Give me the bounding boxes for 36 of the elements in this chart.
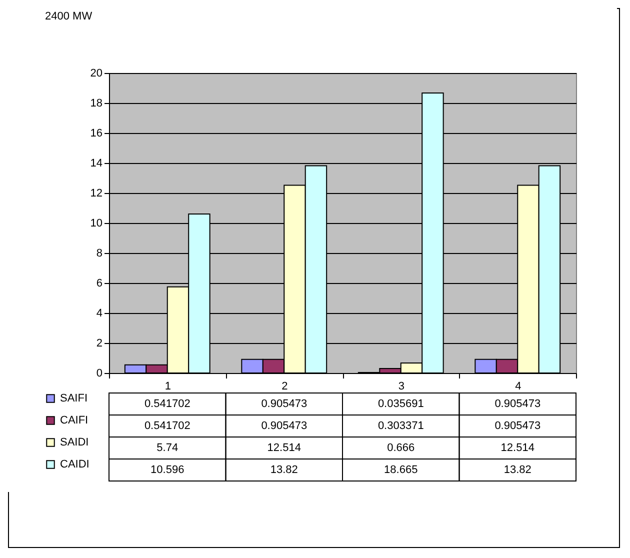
data-label: 10.596 [150, 464, 184, 476]
data-label: 0.905473 [494, 420, 541, 432]
y-tick-label: 0 [96, 368, 102, 380]
data-label: 13.82 [504, 464, 532, 476]
data-label: 0.666 [387, 442, 415, 454]
data-label: 5.74 [156, 442, 178, 454]
x-tick-label: 4 [515, 380, 522, 392]
data-label: 18.665 [384, 464, 418, 476]
y-tick-label: 16 [90, 128, 102, 140]
data-label: 0.541702 [144, 398, 190, 410]
legend-label: CAIDI [60, 458, 90, 470]
data-label: 12.514 [267, 442, 301, 454]
data-label: 0.035691 [378, 398, 424, 410]
data-label: 0.541702 [144, 420, 190, 432]
y-tick-label: 4 [96, 308, 102, 320]
data-label: 0.905473 [494, 398, 541, 410]
y-tick-label: 12 [90, 188, 102, 200]
x-tick-label: 1 [164, 380, 171, 392]
x-tick-label: 3 [398, 380, 404, 392]
y-tick-label: 10 [90, 218, 102, 230]
data-label: 0.303371 [378, 420, 424, 432]
x-tick-label: 2 [282, 380, 288, 392]
data-label: 0.905473 [261, 420, 308, 432]
y-tick-label: 20 [90, 68, 102, 80]
y-tick-label: 2 [96, 338, 102, 350]
legend-label: CAIFI [60, 414, 88, 426]
data-label: 12.514 [500, 442, 534, 454]
legend-label: SAIFI [60, 392, 88, 404]
chart-title: 2400 MW [45, 10, 93, 22]
y-tick-label: 18 [90, 98, 102, 110]
legend-label: SAIDI [60, 436, 89, 448]
y-tick-label: 8 [96, 248, 102, 260]
y-tick-label: 14 [90, 158, 102, 170]
data-label: 0.905473 [261, 398, 308, 410]
y-tick-label: 6 [96, 278, 102, 290]
data-label: 13.82 [270, 464, 298, 476]
